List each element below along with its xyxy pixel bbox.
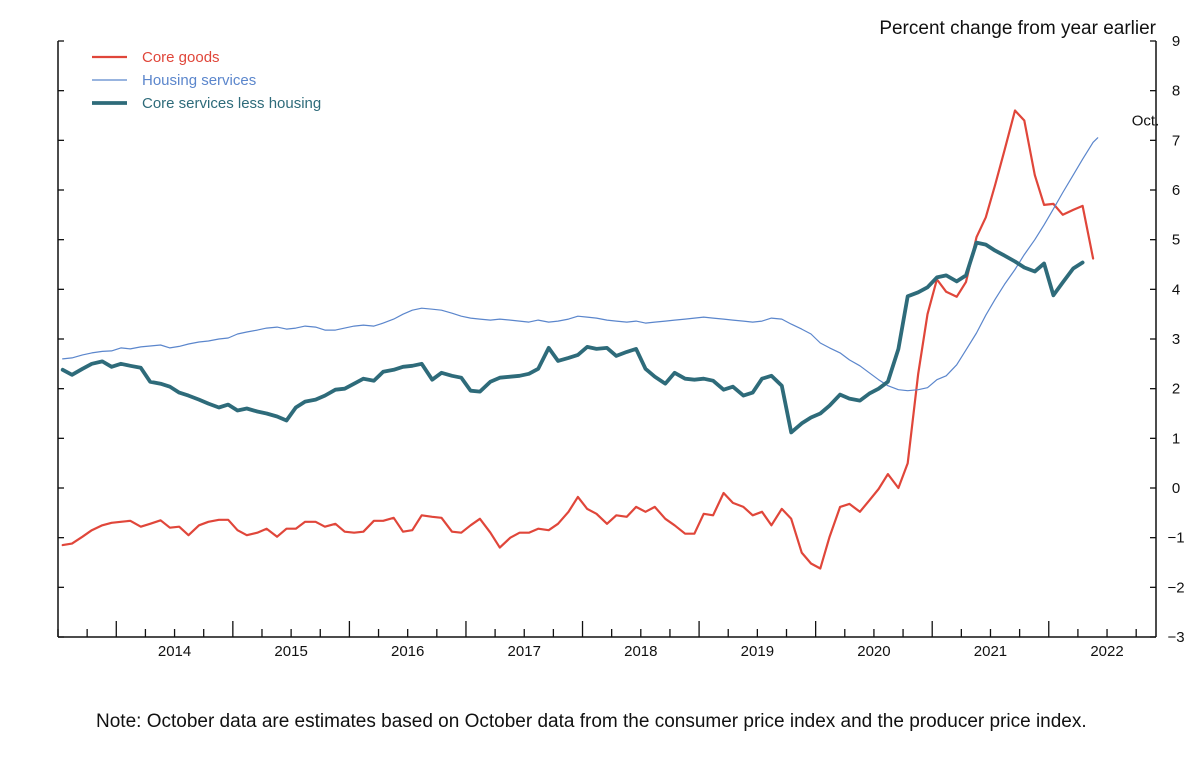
chart-note: Note: October data are estimates based o…: [96, 711, 1087, 732]
y-tick-label: 3: [1172, 331, 1180, 348]
core-goods-line: [61, 109, 1095, 570]
x-tick-label: 2014: [158, 643, 191, 660]
x-tick-label: 2022: [1090, 643, 1123, 660]
units-label: Percent change from year earlier: [879, 18, 1156, 39]
x-tick-label: 2020: [857, 643, 890, 660]
housing-services-line: [62, 137, 1099, 392]
series-lines: [60, 109, 1099, 570]
y-axis-ticks: −3 −2 −1 0 1 2 3 4 5 6 7 8 9: [58, 33, 1185, 646]
y-tick-label: 0: [1172, 480, 1180, 497]
chart-legend: Core goods Housing services Core services …: [92, 49, 321, 112]
core-services-less-housing-line: [60, 240, 1085, 435]
y-tick-label: 8: [1172, 83, 1180, 100]
legend-label: Core services less housing: [142, 95, 321, 112]
y-tick-label: 6: [1172, 182, 1180, 199]
y-tick-label: −3: [1167, 629, 1184, 646]
x-tick-label: 2018: [624, 643, 657, 660]
x-tick-label: 2019: [741, 643, 774, 660]
x-tick-label: 2016: [391, 643, 424, 660]
x-tick-label: 2015: [274, 643, 307, 660]
legend-label: Core goods: [142, 49, 220, 66]
y-tick-label: −1: [1167, 530, 1184, 547]
x-tick-label: 2021: [974, 643, 1007, 660]
y-tick-label: 9: [1172, 33, 1180, 50]
y-tick-label: 5: [1172, 232, 1180, 249]
x-tick-label: 2017: [508, 643, 541, 660]
y-tick-label: 2: [1172, 381, 1180, 398]
legend-label: Housing services: [142, 72, 256, 89]
y-tick-label: −2: [1167, 579, 1184, 596]
y-tick-label: 1: [1172, 430, 1180, 447]
x-axis-ticks: 2014 2015 2016 2017 2018 2019 2020 2021 2022: [57, 621, 1137, 660]
y-tick-label: 7: [1172, 132, 1180, 149]
oct-annotation: Oct.: [1132, 112, 1160, 129]
y-tick-label: 4: [1172, 281, 1180, 298]
